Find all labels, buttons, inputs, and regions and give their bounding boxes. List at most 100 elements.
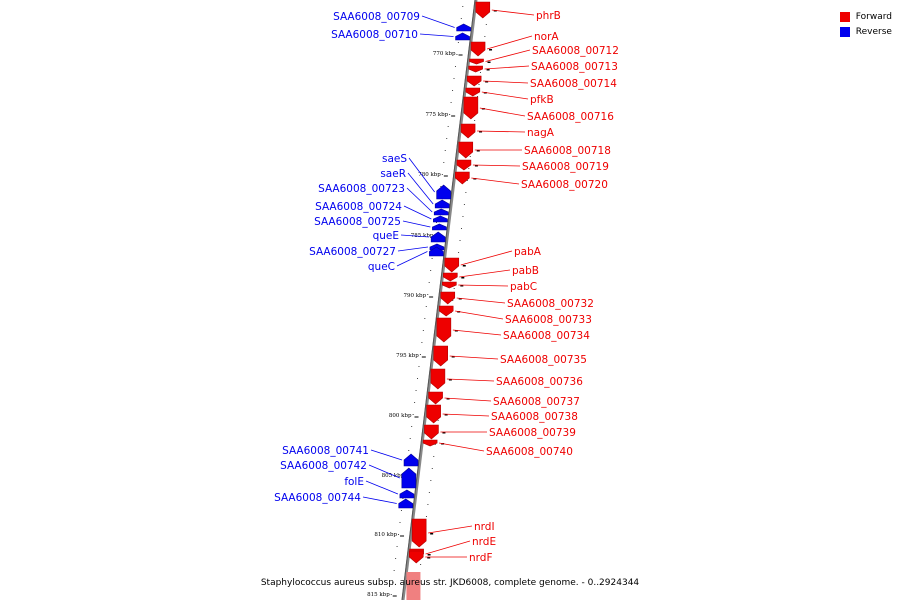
forward-gene[interactable] — [424, 424, 439, 440]
reverse-gene[interactable] — [430, 231, 446, 243]
gene-marker — [485, 81, 489, 83]
genome-backbone-highlight — [401, 0, 476, 600]
forward-gene[interactable] — [466, 75, 482, 87]
minor-tick — [428, 282, 430, 283]
minor-tick — [454, 66, 456, 67]
forward-gene[interactable] — [465, 87, 481, 97]
gene-marker — [489, 49, 493, 51]
tick-label: 805 kbp — [382, 473, 405, 479]
forward-gene[interactable] — [440, 291, 456, 305]
forward-gene[interactable] — [428, 391, 443, 405]
minor-tick — [450, 102, 452, 103]
forward-gene-label: SAA6008_00737 — [493, 396, 580, 408]
tick-label: 790 kbp — [403, 293, 426, 299]
forward-gene-label: pabC — [510, 281, 537, 293]
forward-gene[interactable] — [456, 159, 472, 171]
minor-tick — [396, 546, 398, 547]
forward-leader-line — [471, 177, 520, 185]
reverse-leader-line — [362, 496, 397, 504]
forward-leader-line — [481, 91, 529, 100]
minor-tick — [474, 120, 476, 121]
reverse-gene[interactable] — [429, 246, 444, 257]
reverse-gene[interactable] — [433, 215, 448, 223]
reverse-gene[interactable] — [455, 32, 470, 41]
forward-gene-label: norA — [534, 31, 559, 43]
gene-marker — [442, 432, 446, 434]
forward-gene[interactable] — [442, 272, 458, 282]
forward-gene[interactable] — [463, 96, 479, 120]
reverse-gene-label: SAA6008_00725 — [314, 216, 401, 228]
forward-gene-partial[interactable] — [406, 572, 421, 600]
reverse-gene-label: SAA6008_00742 — [280, 460, 367, 472]
reverse-gene[interactable] — [434, 199, 450, 209]
reverse-gene[interactable] — [403, 453, 419, 467]
forward-gene-label: nrdI — [474, 521, 495, 533]
reverse-gene[interactable] — [399, 489, 415, 499]
minor-tick — [400, 510, 402, 511]
minor-tick — [484, 36, 486, 37]
minor-tick — [453, 288, 455, 289]
forward-gene[interactable] — [469, 58, 484, 65]
forward-gene-label: SAA6008_00734 — [503, 330, 590, 342]
reverse-gene-label: folE — [344, 476, 364, 488]
minor-tick — [411, 426, 413, 427]
forward-gene[interactable] — [430, 368, 446, 390]
legend-reverse-label: Reverse — [855, 26, 892, 37]
minor-tick — [460, 228, 462, 229]
gene-marker — [448, 379, 452, 381]
tick-label: 780 kbp — [418, 172, 441, 178]
forward-gene[interactable] — [426, 404, 441, 424]
forward-gene[interactable] — [455, 171, 470, 185]
forward-gene[interactable] — [444, 257, 460, 273]
minor-tick — [428, 492, 430, 493]
minor-tick — [437, 420, 439, 421]
minor-tick — [425, 516, 427, 517]
forward-gene[interactable] — [422, 439, 438, 447]
forward-leader-line — [449, 355, 499, 360]
minor-tick — [392, 582, 394, 583]
minor-tick — [399, 522, 401, 523]
minor-tick — [479, 72, 481, 73]
reverse-gene[interactable] — [436, 184, 451, 200]
reverse-gene-label: SAA6008_00710 — [331, 29, 418, 41]
map-caption: Staphylococcus aureus subsp. aureus str.… — [260, 578, 640, 588]
forward-gene-label: SAA6008_00733 — [505, 314, 592, 326]
forward-gene[interactable] — [470, 41, 486, 57]
forward-gene[interactable] — [411, 518, 427, 548]
legend-forward-label: Forward — [855, 11, 892, 22]
reverse-leader-line — [407, 172, 434, 205]
forward-gene[interactable] — [460, 123, 476, 139]
forward-gene[interactable] — [438, 305, 454, 317]
tick-label: 800 kbp — [389, 413, 412, 419]
minor-tick — [408, 450, 410, 451]
forward-gene[interactable] — [468, 65, 483, 73]
forward-gene-label: SAA6008_00736 — [496, 376, 583, 388]
reverse-gene[interactable] — [432, 223, 447, 231]
forward-gene-label: SAA6008_00732 — [507, 298, 594, 310]
forward-gene-label: SAA6008_00735 — [500, 354, 587, 366]
minor-tick — [427, 294, 429, 295]
minor-tick — [412, 414, 414, 415]
forward-gene[interactable] — [475, 1, 491, 19]
forward-leader-line — [460, 250, 513, 266]
forward-gene[interactable] — [433, 345, 448, 367]
forward-gene[interactable] — [408, 550, 424, 564]
reverse-gene[interactable] — [456, 23, 471, 32]
reverse-gene[interactable] — [398, 498, 414, 509]
gene-marker — [451, 356, 455, 358]
forward-gene[interactable] — [442, 281, 457, 289]
forward-gene-label: SAA6008_00718 — [524, 145, 611, 157]
forward-gene-label: SAA6008_00740 — [486, 446, 573, 458]
minor-tick — [462, 216, 464, 217]
reverse-leader-line — [400, 234, 430, 238]
forward-leader-line — [459, 269, 511, 278]
reverse-leader-line — [421, 15, 455, 28]
forward-leader-line — [485, 49, 531, 62]
forward-gene[interactable] — [436, 317, 452, 343]
minor-tick — [434, 444, 436, 445]
forward-gene[interactable] — [458, 141, 474, 159]
reverse-gene[interactable] — [401, 467, 417, 489]
reverse-gene[interactable] — [433, 208, 449, 216]
minor-tick — [478, 84, 480, 85]
minor-tick — [402, 498, 404, 499]
